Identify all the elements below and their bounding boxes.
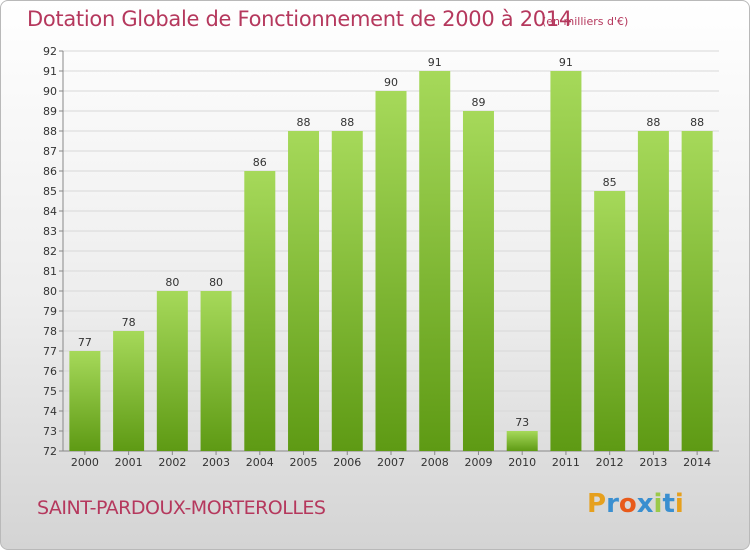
y-tick-label: 78 [43,325,57,338]
bar-2011 [550,71,582,451]
commune-name: SAINT-PARDOUX-MORTEROLLES [37,497,326,519]
bar-2013 [637,131,669,451]
y-tick-label: 74 [43,405,57,418]
chart-title: Dotation Globale de Fonctionnement de 20… [27,7,572,31]
logo-letter: t [662,489,675,519]
bar-2006 [331,131,363,451]
value-label-2014: 88 [690,116,704,129]
x-tick-label-2005: 2005 [290,456,318,469]
x-tick-label-2007: 2007 [377,456,405,469]
y-tick-label: 86 [43,165,57,178]
logo-letter: P [587,489,607,519]
bar-2003 [200,291,232,451]
y-tick-label: 91 [43,65,57,78]
value-label-2007: 90 [384,76,398,89]
x-tick-label-2002: 2002 [158,456,186,469]
x-tick-label-2013: 2013 [639,456,667,469]
bar-2012 [594,191,626,451]
bar-2010 [506,431,538,451]
logo-letter: o [618,489,637,519]
x-tick-label-2006: 2006 [333,456,361,469]
y-tick-label: 72 [43,445,57,458]
value-label-2011: 91 [559,56,573,69]
bar-2007 [375,91,407,451]
bar-2000 [69,351,101,451]
x-tick-label-2009: 2009 [464,456,492,469]
bar-2009 [462,111,494,451]
y-tick-label: 81 [43,265,57,278]
bar-2001 [113,331,145,451]
y-tick-label: 92 [43,45,57,58]
y-tick-label: 88 [43,125,57,138]
value-label-2008: 91 [428,56,442,69]
y-tick-label: 84 [43,205,57,218]
y-tick-label: 80 [43,285,57,298]
value-label-2010: 73 [515,416,529,429]
y-tick-label: 79 [43,305,57,318]
value-label-2012: 85 [603,176,617,189]
y-tick-label: 75 [43,385,57,398]
value-label-2005: 88 [297,116,311,129]
proxiti-logo: Proxiti [587,489,684,519]
y-tick-label: 77 [43,345,57,358]
value-label-2003: 80 [209,276,223,289]
y-tick-label: 82 [43,245,57,258]
x-tick-label-2003: 2003 [202,456,230,469]
bar-2004 [244,171,276,451]
y-tick-label: 90 [43,85,57,98]
value-label-2009: 89 [471,96,485,109]
bars [69,71,713,451]
bar-2002 [156,291,188,451]
x-tick-label-2010: 2010 [508,456,536,469]
x-tick-label-2011: 2011 [552,456,580,469]
y-tick-label: 85 [43,185,57,198]
value-label-2013: 88 [646,116,660,129]
value-label-2006: 88 [340,116,354,129]
bar-2014 [681,131,713,451]
x-tick-label-2012: 2012 [596,456,624,469]
x-tick-label-2001: 2001 [115,456,143,469]
logo-letter: i [674,489,684,519]
y-tick-label: 83 [43,225,57,238]
y-tick-label: 73 [43,425,57,438]
value-label-2001: 78 [122,316,136,329]
bar-2005 [288,131,320,451]
y-tick-label: 87 [43,145,57,158]
value-label-2002: 80 [165,276,179,289]
y-tick-label: 89 [43,105,57,118]
value-labels: 77 78 80 80 86 88 88 90 91 89 73 91 85 88 88 [78,56,704,429]
logo-letter: r [606,489,619,519]
x-tick-label-2004: 2004 [246,456,274,469]
bar-2008 [419,71,451,451]
x-tick-label-2014: 2014 [683,456,711,469]
logo-letter: x [636,489,654,519]
logo-letter: i [653,489,663,519]
chart-subtitle: (en milliers d'€) [542,15,629,28]
y-tick-label: 76 [43,365,57,378]
value-label-2000: 77 [78,336,92,349]
value-label-2004: 86 [253,156,267,169]
x-tick-label-2000: 2000 [71,456,99,469]
x-tick-label-2008: 2008 [421,456,449,469]
